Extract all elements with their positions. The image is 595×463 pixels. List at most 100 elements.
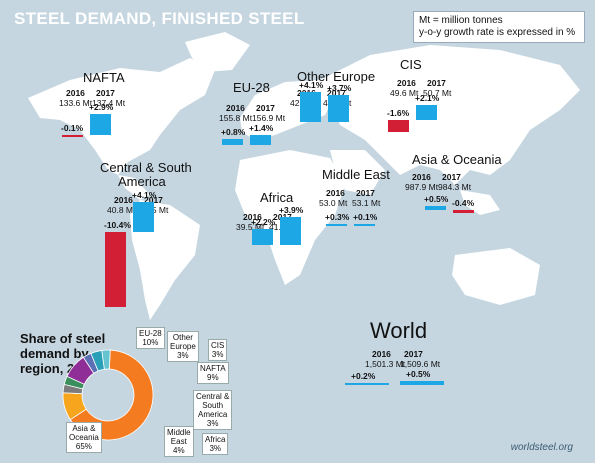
growth-bar-2017-middle-east (354, 224, 375, 226)
growth-label-2017-world: +0.5% (406, 369, 431, 380)
north-america-landmass (28, 58, 215, 175)
growth-bar-2017-cis (416, 104, 437, 120)
pie-label-cis: CIS 3% (208, 339, 228, 361)
growth-bar-2017-other-europe (328, 95, 349, 122)
chart-title: STEEL DEMAND, FINISHED STEEL (14, 9, 305, 28)
australia-landmass (452, 248, 540, 305)
region-name-other-europe: Other Europe (297, 69, 376, 84)
asia-landmass (320, 45, 580, 185)
value-2017-eu-28: 156.9 Mt (252, 113, 286, 123)
growth-label-2017-cis: +2.1% (415, 92, 440, 103)
growth-bar-2016-central-south-america (105, 232, 126, 307)
growth-bar-2016-world (345, 383, 389, 385)
growth-label-2017-other-europe: +3.7% (327, 83, 352, 94)
growth-label-2017-asia-oceania: -0.4% (452, 198, 475, 208)
year-label-2016-africa: 2016 (243, 212, 262, 222)
year-label-2017-central-south-america: 2017 (144, 195, 163, 205)
units-note-line-2: y-o-y growth rate is expressed in % (419, 27, 576, 38)
growth-label-2017-africa: +3.9% (279, 204, 304, 215)
central-america-landmass (118, 175, 150, 200)
value-2016-middle-east: 53.0 Mt (319, 198, 348, 208)
year-label-2016-asia-oceania: 2016 (412, 172, 431, 182)
year-label-2017-nafta: 2017 (96, 88, 115, 98)
growth-label-2016-africa: +2.2% (251, 217, 276, 228)
value-2016-world: 1,501.3 Mt (365, 359, 406, 369)
value-2017-asia-oceania: 984.3 Mt (438, 182, 472, 192)
year-label-2017-asia-oceania: 2017 (442, 172, 461, 182)
units-note: Mt = million tonnes y-o-y growth rate is… (413, 11, 585, 43)
value-2016-nafta: 133.6 Mt (59, 98, 93, 108)
growth-label-2017-eu-28: +1.4% (249, 122, 274, 133)
value-2016-africa: 39.5 Mt (236, 222, 265, 232)
pie-label-asia-oceania: Asia & Oceania 65% (66, 422, 102, 453)
southeast-asia-landmass (460, 190, 500, 215)
value-2016-central-south-america: 40.8 Mt (107, 205, 136, 215)
growth-bar-2017-central-south-america (133, 202, 154, 232)
region-name-cis: CIS (400, 57, 422, 72)
pie-label-eu: EU-28 10% (136, 327, 165, 349)
growth-bar-2016-africa (252, 229, 273, 245)
pie-label-middle-east: Middle East 4% (164, 426, 194, 457)
pie-label-nafta: NAFTA 9% (197, 362, 229, 384)
year-label-2016-eu-28: 2016 (226, 103, 245, 113)
growth-label-2016-cis: -1.6% (387, 108, 410, 118)
region-name-africa: Africa (260, 190, 294, 205)
region-name-asia-oceania: Asia & Oceania (412, 152, 502, 167)
year-label-2017-eu-28: 2017 (256, 103, 275, 113)
growth-bar-2017-africa (280, 216, 301, 245)
growth-bar-2016-other-europe (300, 92, 321, 122)
region-name-middle-east: Middle East (322, 167, 390, 182)
growth-bar-2016-cis (388, 120, 409, 132)
year-label-2017-other-europe: 2017 (327, 88, 346, 98)
growth-label-2016-eu-28: +0.8% (221, 127, 246, 138)
pie-label-other-europe: Other Europe 3% (167, 331, 199, 362)
value-2017-nafta: 137.4 Mt (92, 98, 126, 108)
year-label-2017-world: 2017 (404, 349, 423, 359)
middle-east-landmass (330, 150, 385, 195)
growth-label-2016-asia-oceania: +0.5% (424, 194, 449, 205)
growth-label-2017-nafta: +2.9% (89, 102, 114, 113)
value-2017-middle-east: 53.1 Mt (352, 198, 381, 208)
growth-label-2016-other-europe: +4.1% (299, 80, 324, 91)
greenland-landmass (185, 32, 250, 72)
year-label-2016-middle-east: 2016 (326, 188, 345, 198)
value-2017-central-south-america: 42.5 Mt (140, 205, 169, 215)
year-label-2016-cis: 2016 (397, 78, 416, 88)
growth-label-2017-middle-east: +0.1% (353, 212, 378, 222)
growth-bar-2016-nafta (62, 135, 83, 137)
year-label-2016-central-south-america: 2016 (114, 195, 133, 205)
region-name-central-south-america-line-2: America (118, 174, 166, 189)
growth-bar-2017-asia-oceania (453, 210, 474, 213)
growth-label-2016-middle-east: +0.3% (325, 211, 350, 222)
growth-bar-2017-eu-28 (250, 134, 271, 145)
pie-slice-africa (101, 349, 111, 370)
growth-bar-2017-nafta (90, 114, 111, 135)
year-label-2016-nafta: 2016 (66, 88, 85, 98)
region-name-world: World (370, 318, 428, 343)
region-name-central-south-america: Central & South (100, 160, 192, 175)
region-name-eu-28: EU-28 (233, 80, 270, 95)
value-2016-cis: 49.6 Mt (390, 88, 419, 98)
value-2016-eu-28: 155.8 Mt (219, 113, 253, 123)
value-2017-cis: 50.7 Mt (423, 88, 452, 98)
growth-label-2016-nafta: -0.1% (61, 123, 84, 133)
growth-label-2016-central-south-america: -10.4% (104, 220, 131, 230)
year-label-2017-middle-east: 2017 (356, 188, 375, 198)
pie-label-africa: Africa 3% (202, 433, 229, 455)
region-name-nafta: NAFTA (83, 70, 125, 85)
growth-bar-2017-world (400, 381, 444, 385)
year-label-2016-world: 2016 (372, 349, 391, 359)
source-credit: worldsteel.org (510, 442, 573, 453)
value-2016-asia-oceania: 987.9 Mt (405, 182, 439, 192)
growth-bar-2016-asia-oceania (425, 206, 446, 210)
growth-label-2017-central-south-america: +4.1% (132, 190, 157, 201)
units-note-line-1: Mt = million tonnes (419, 15, 503, 26)
year-label-2017-cis: 2017 (427, 78, 446, 88)
value-2017-world: 1,509.6 Mt (400, 359, 441, 369)
growth-label-2016-world: +0.2% (351, 371, 376, 381)
share-donut-chart (62, 349, 154, 441)
pie-label-central-south-america: Central & South America 3% (193, 390, 233, 430)
growth-bar-2016-middle-east (326, 223, 347, 226)
growth-bar-2016-eu-28 (222, 139, 243, 145)
